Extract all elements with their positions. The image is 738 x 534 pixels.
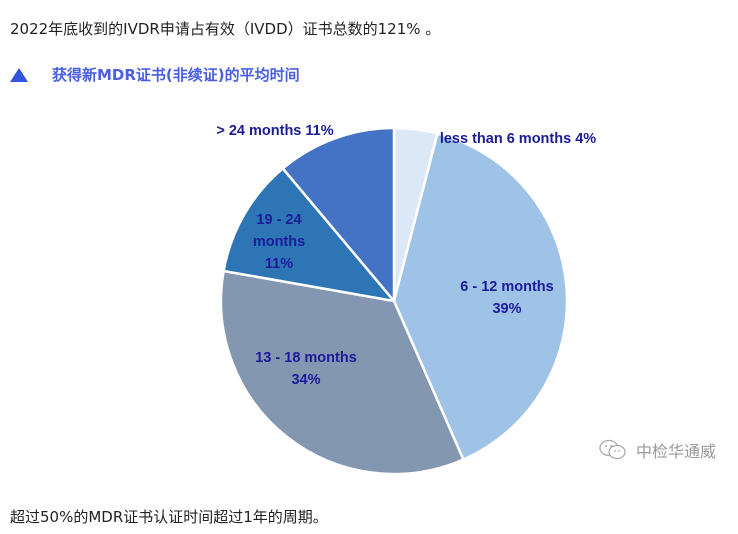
watermark-text: 中检华通威 — [636, 442, 717, 461]
chart-heading: 获得新MDR证书(非续证)的平均时间 — [10, 64, 300, 85]
intro-paragraph: 2022年底收到的IVDR申请占有效（IVDD）证书总数的121% 。 — [10, 20, 441, 38]
wechat-icon — [599, 439, 626, 460]
pie-slice — [281, 126, 396, 303]
watermark: 中检华通威 — [598, 438, 716, 462]
pie-slices — [219, 126, 569, 476]
chart-heading-text: 获得新MDR证书(非续证)的平均时间 — [52, 66, 300, 84]
outro-paragraph: 超过50%的MDR证书认证时间超过1年的周期。 — [10, 508, 328, 526]
pie-slice-label: 19 - 24 months 11% — [253, 212, 305, 272]
pie-slice — [219, 269, 465, 476]
pie-slice-label: 13 - 18 months 34% — [255, 350, 357, 388]
pie-labels: less than 6 months 4% 6 - 12 months 39% 13 … — [216, 123, 596, 388]
pie-slice-label: > 24 months 11% — [216, 123, 333, 139]
pie-slice — [222, 167, 396, 303]
pie-slice — [392, 132, 569, 461]
pie-slice-label: 6 - 12 months 39% — [460, 279, 553, 317]
pie-slice-label: less than 6 months 4% — [440, 131, 596, 147]
triangle-up-icon — [10, 67, 28, 82]
